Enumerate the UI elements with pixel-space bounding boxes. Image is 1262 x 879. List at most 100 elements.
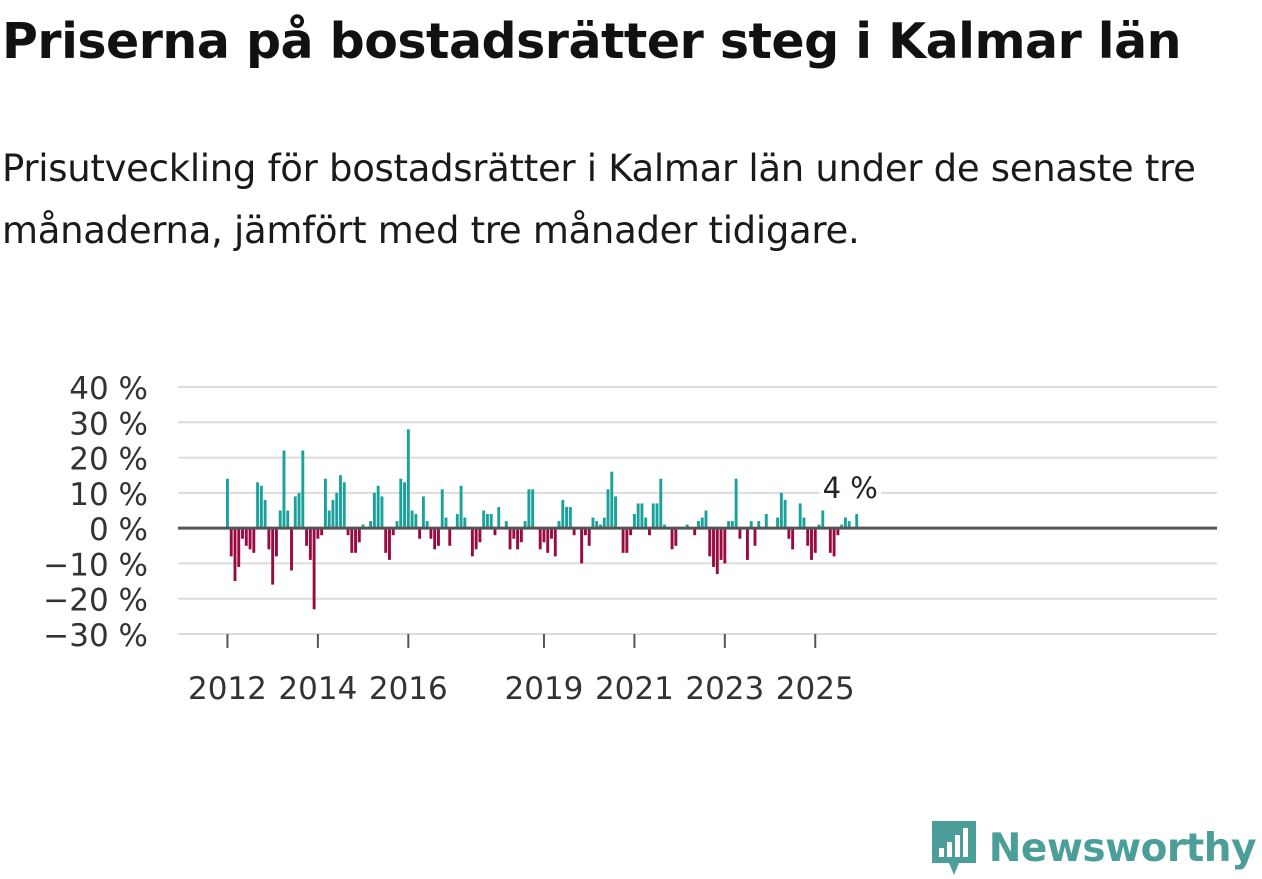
bar [448,528,452,546]
bar [271,528,275,585]
bar [470,528,474,557]
y-tick-label: 30 % [69,406,148,442]
bar [651,503,655,529]
x-tick-label: 2025 [776,671,855,707]
bar [655,503,659,529]
bar [798,503,802,529]
bar [757,521,761,529]
bar [606,489,610,529]
bar [350,528,354,553]
bar [256,482,260,529]
bar [527,489,531,529]
bar [376,485,380,529]
bar [553,528,557,557]
bar [259,485,263,529]
y-tick-label: 0 % [89,512,148,548]
bar [580,528,584,564]
x-tick-label: 2021 [595,671,674,707]
bar [267,528,271,550]
bar [712,528,715,567]
bar [399,478,403,529]
bar [440,489,444,529]
bar [697,521,700,529]
bar [840,524,844,529]
bar [414,514,418,529]
bar [595,521,599,529]
bar [241,528,244,539]
x-tick-label: 2012 [188,671,267,707]
bar [614,496,617,529]
x-tick-label: 2016 [369,671,448,707]
bar [764,514,768,529]
bar [395,521,399,529]
bar [463,517,467,529]
bar [425,521,429,529]
grid-lines [178,386,1217,635]
bar [568,506,572,529]
y-tick-label: 40 % [69,371,148,407]
bar [565,506,569,529]
bar [482,510,486,529]
bar [779,492,783,529]
bar [557,521,561,529]
bar [546,528,550,553]
bar [459,485,463,529]
bar [301,450,305,529]
bar [738,528,742,539]
bar [832,528,836,557]
bar [504,521,508,529]
bar [508,528,512,550]
x-tick-label: 2019 [505,671,584,707]
bar [429,528,433,539]
bar [531,489,535,529]
bar [410,510,414,529]
bar [282,450,286,529]
bar [361,524,365,529]
bar [516,528,520,550]
bar [715,528,719,575]
bar [384,528,388,553]
bar [433,528,437,550]
bar [602,517,606,529]
bar [629,528,633,536]
y-tick-label: −20 % [43,583,148,619]
bar [354,528,358,553]
bar [621,528,625,553]
bar [335,492,339,529]
bar [644,517,648,529]
bar [323,478,327,529]
bar [610,471,614,529]
bar [847,521,851,529]
bar [312,528,316,610]
bar [640,503,644,529]
bar [263,499,267,529]
bar [320,528,324,536]
bar [308,528,312,560]
y-tick-label: −30 % [43,618,148,654]
bar [342,482,346,529]
bar-series [226,429,859,610]
bar [331,499,335,529]
bar [305,528,309,546]
bar [776,517,780,529]
bar [357,528,361,543]
y-tick-label: 10 % [69,477,148,513]
bar [252,528,256,553]
bar [670,528,674,550]
bar [700,517,704,529]
y-tick-label: 20 % [69,442,148,478]
bar [787,528,791,539]
bar [403,482,406,529]
bar [636,503,640,529]
bar [327,510,331,529]
bar [730,521,734,529]
bar [599,524,602,529]
bar [519,528,523,543]
bar [290,528,293,571]
bar [674,528,678,546]
y-axis: 40 %30 %20 %10 %0 %−10 %−20 %−30 % [43,371,148,654]
bar [474,528,478,550]
bar [274,528,278,557]
bar [444,517,448,529]
bar [489,514,493,529]
